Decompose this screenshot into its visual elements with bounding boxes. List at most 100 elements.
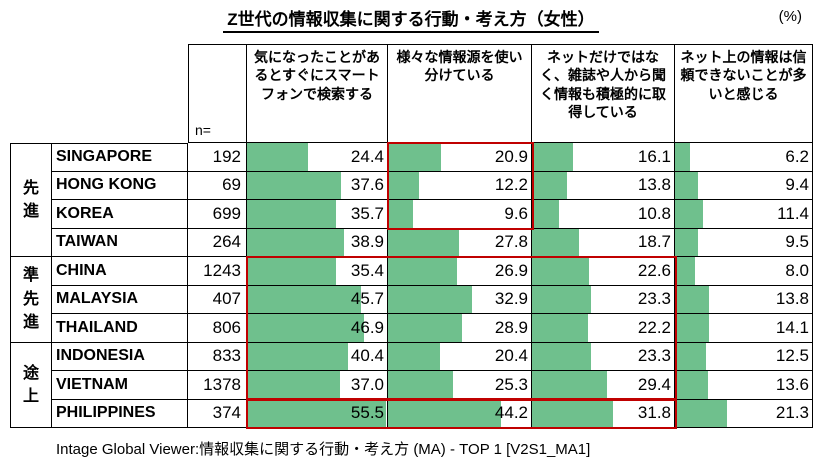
data-cell: 18.7 [532, 228, 675, 257]
data-cell: 22.2 [532, 314, 675, 343]
value-label: 9.4 [785, 175, 809, 195]
data-bar [675, 228, 699, 256]
value-label: 23.3 [637, 289, 671, 309]
country-cell: HONG KONG [52, 171, 188, 200]
data-bar [532, 285, 592, 313]
data-bar [532, 228, 580, 256]
data-bar [247, 228, 345, 256]
value-label: 29.4 [637, 374, 671, 394]
value-label: 37.0 [350, 374, 384, 394]
value-label: 24.4 [350, 146, 384, 166]
n-cell: 833 [188, 342, 247, 371]
value-label: 20.4 [494, 346, 528, 366]
data-cell: 31.8 [532, 399, 675, 428]
n-cell: 264 [188, 228, 247, 257]
country-cell: THAILAND [52, 314, 188, 343]
data-cell: 13.6 [675, 371, 813, 400]
data-cell: 38.9 [247, 228, 388, 257]
value-label: 10.8 [637, 203, 671, 223]
data-bar [247, 171, 341, 199]
data-bar [247, 143, 308, 171]
value-label: 16.1 [637, 146, 671, 166]
value-label: 45.7 [350, 289, 384, 309]
value-label: 12.2 [494, 175, 528, 195]
data-cell: 55.5 [247, 399, 388, 428]
data-cell: 44.2 [388, 399, 532, 428]
data-cell: 23.3 [532, 342, 675, 371]
data-cell: 25.3 [388, 371, 532, 400]
n-cell: 407 [188, 285, 247, 314]
source-note: Intage Global Viewer:情報収集に関する行動・考え方 (MA)… [56, 441, 591, 458]
data-bar [532, 143, 573, 171]
data-bar [675, 314, 710, 342]
data-cell: 16.1 [532, 143, 675, 172]
data-bar [532, 342, 592, 370]
data-cell: 35.4 [247, 257, 388, 286]
group-label-developing: 途上 [10, 342, 52, 428]
data-cell: 27.8 [388, 228, 532, 257]
value-label: 37.6 [350, 175, 384, 195]
data-cell: 32.9 [388, 285, 532, 314]
data-bar [247, 342, 348, 370]
value-label: 31.8 [637, 403, 671, 423]
data-cell: 29.4 [532, 371, 675, 400]
value-label: 35.7 [350, 203, 384, 223]
data-cell: 20.4 [388, 342, 532, 371]
country-cell: SINGAPORE [52, 143, 188, 172]
value-label: 13.6 [775, 374, 809, 394]
data-bar [388, 371, 453, 399]
data-bar [388, 342, 441, 370]
data-cell: 37.0 [247, 371, 388, 400]
value-label: 20.9 [494, 146, 528, 166]
data-bar [388, 285, 472, 313]
unit-label: (%) [778, 8, 802, 25]
data-bar [675, 143, 691, 171]
country-cell: MALAYSIA [52, 285, 188, 314]
data-bar [388, 228, 459, 256]
page-title: Z世代の情報収集に関する行動・考え方（女性） [223, 5, 599, 33]
data-bar [675, 200, 703, 228]
data-bar [247, 257, 336, 285]
data-bar [388, 200, 413, 228]
n-column-header: n= [188, 44, 247, 143]
data-cell: 9.4 [675, 171, 813, 200]
data-cell: 40.4 [247, 342, 388, 371]
value-label: 28.9 [494, 317, 528, 337]
data-bar [247, 314, 365, 342]
data-cell: 45.7 [247, 285, 388, 314]
data-bar [675, 342, 706, 370]
value-label: 6.2 [785, 146, 809, 166]
value-label: 22.2 [637, 317, 671, 337]
data-cell: 35.7 [247, 200, 388, 229]
n-cell: 699 [188, 200, 247, 229]
value-label: 46.9 [350, 317, 384, 337]
data-bar [675, 257, 695, 285]
group-label-semi-advanced: 準先進 [10, 257, 52, 343]
data-bar [388, 171, 420, 199]
value-label: 23.3 [637, 346, 671, 366]
country-cell: PHILIPPINES [52, 399, 188, 428]
data-table: n= 気になったことがあるとすぐにスマートフォンで検索する 様々な情報源を使い分… [10, 44, 813, 429]
n-cell: 1378 [188, 371, 247, 400]
data-cell: 12.5 [675, 342, 813, 371]
data-cell: 21.3 [675, 399, 813, 428]
data-bar [675, 371, 709, 399]
data-bar [388, 314, 462, 342]
value-label: 21.3 [775, 403, 809, 423]
data-bar [675, 399, 728, 427]
data-cell: 46.9 [247, 314, 388, 343]
value-label: 9.5 [785, 232, 809, 252]
data-cell: 6.2 [675, 143, 813, 172]
data-bar [532, 257, 590, 285]
column-header-2: 様々な情報源を使い分けている [388, 44, 532, 143]
n-cell: 1243 [188, 257, 247, 286]
value-label: 18.7 [637, 232, 671, 252]
data-cell: 12.2 [388, 171, 532, 200]
data-bar [388, 143, 442, 171]
data-bar [247, 200, 337, 228]
value-label: 14.1 [775, 317, 809, 337]
data-cell: 24.4 [247, 143, 388, 172]
data-bar [247, 399, 386, 427]
data-cell: 9.5 [675, 228, 813, 257]
data-cell: 28.9 [388, 314, 532, 343]
